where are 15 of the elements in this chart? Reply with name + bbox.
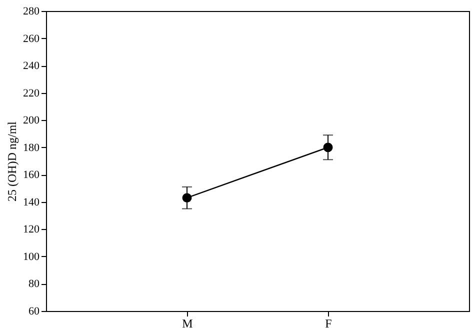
y-tick-label: 60	[28, 306, 40, 318]
y-axis-title: 25 (OH)D ng/ml	[5, 120, 19, 202]
y-tick-label: 220	[23, 87, 40, 100]
y-tick-label: 200	[23, 114, 40, 127]
y-tick-label: 120	[23, 224, 40, 236]
y-tick-label: 80	[28, 278, 40, 290]
y-tick-label: 100	[23, 250, 40, 263]
x-tick-label: F	[325, 316, 332, 330]
y-tick-label: 160	[23, 169, 40, 182]
y-tick-label: 180	[23, 142, 40, 154]
y-tick-label: 260	[23, 32, 40, 45]
y-tick-label: 140	[23, 196, 40, 208]
y-tick-label: 240	[23, 60, 40, 72]
y-tick-label: 280	[23, 6, 40, 18]
x-tick-label: M	[182, 316, 194, 330]
